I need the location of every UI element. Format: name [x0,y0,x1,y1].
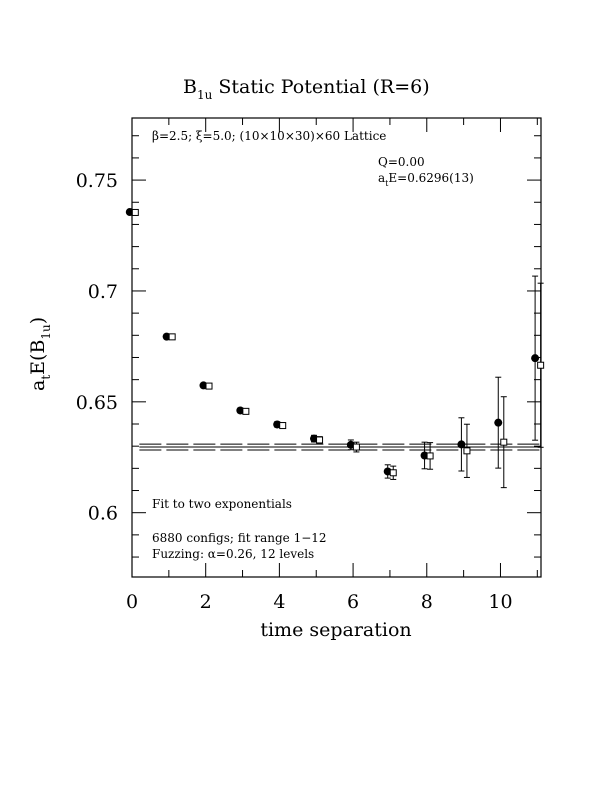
data-point-circle [457,440,466,449]
energy-annotation: atE=0.6296(13) [378,171,474,188]
y-tick-label: 0.65 [76,392,118,414]
axis-ticks [131,118,541,577]
data-point-circle [125,208,134,217]
y-axis-label: atE(B1u) [27,317,53,391]
data-point-square [316,436,324,444]
data-point-circle [273,420,282,429]
y-tick-label: 0.6 [88,503,118,525]
data-point-circle [236,406,245,415]
y-tick-label: 0.7 [88,281,118,303]
data-point-square [242,407,250,415]
data-point-circle [162,332,171,341]
fuzzing-annotation: Fuzzing: α=0.26, 12 levels [152,547,314,561]
x-tick-label: 6 [347,591,359,613]
data-point-circle [531,354,540,363]
data-point-circle [310,434,319,443]
fit-annotation: Fit to two exponentials [152,497,292,511]
data-point-circle [199,381,208,390]
x-tick-label: 0 [126,591,138,613]
data-point-circle [420,451,429,460]
data-point-square [131,208,139,216]
y-tick-label: 0.75 [76,170,118,192]
data-point-square [168,333,176,341]
x-axis-label: time separation [260,619,411,641]
x-tick-label: 10 [488,591,512,613]
data-point-square [426,452,434,460]
data-point-circle [346,440,355,449]
configs-annotation: 6880 configs; fit range 1−12 [152,531,327,545]
chart-title: B1u Static Potential (R=6) [183,76,430,102]
data-point-square [279,422,287,430]
data-point-square [463,447,471,455]
lattice-annotation: β=2.5; ξ=5.0; (10×10×30)×60 Lattice [152,129,386,143]
q-annotation: Q=0.00 [378,155,425,169]
x-tick-label: 8 [421,591,433,613]
data-point-square [537,361,545,369]
data-point-circle [383,467,392,476]
data-point-circle [494,418,503,427]
tick-labels: 0 2 4 6 8 10 0.6 0.65 0.7 0.75 [76,170,513,613]
data-point-square [389,469,397,477]
x-tick-label: 2 [200,591,212,613]
data-point-square [352,443,360,451]
x-tick-label: 4 [273,591,285,613]
fit-band [139,443,541,451]
data-point-square [500,438,508,446]
data-point-square [205,382,213,390]
data-points [125,208,545,489]
